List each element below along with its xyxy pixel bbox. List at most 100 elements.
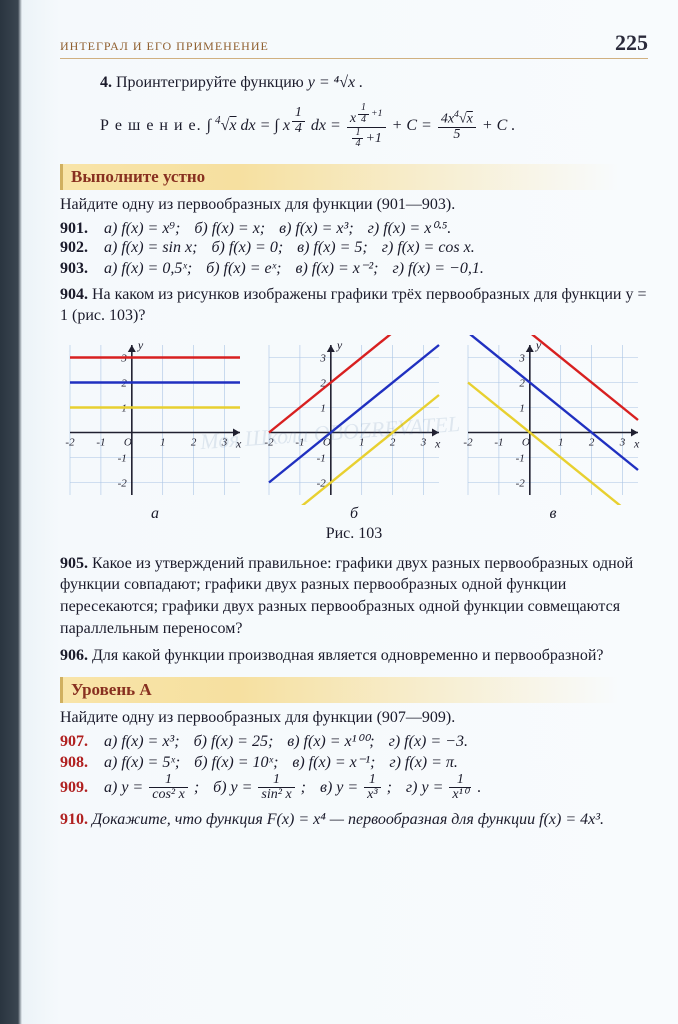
- svg-text:-2: -2: [463, 436, 473, 448]
- ex-text: Для какой функции производная является о…: [92, 647, 604, 664]
- svg-text:2: 2: [390, 436, 396, 448]
- ex-part-b: б) f(x) = 10ˣ;: [194, 754, 278, 772]
- chart-b-svg: -2-1123-2-1123Oxy: [259, 335, 449, 505]
- solution-label: Р е ш е н и е.: [100, 117, 202, 134]
- svg-text:y: y: [137, 338, 144, 352]
- ex-num: 903.: [60, 260, 88, 278]
- ex-part-a: а) f(x) = 5ˣ;: [104, 754, 180, 772]
- svg-text:-1: -1: [317, 452, 326, 464]
- ex-part-a: а) f(x) = sin x;: [104, 239, 197, 257]
- svg-text:x: x: [434, 436, 441, 450]
- exercise-910: 910. Докажите, что функция F(x) = x⁴ — п…: [60, 809, 648, 831]
- ex-part-v: в) f(x) = x³;: [279, 220, 354, 238]
- exercise-909: 909. а) y = 1cos² x ; б) y = 1sin² x ; в…: [60, 773, 648, 803]
- banner-level-a: Уровень А: [60, 677, 648, 703]
- ex-part-v: в) f(x) = x⁻¹;: [292, 752, 375, 772]
- ex-part-v: в) f(x) = x⁻²;: [296, 258, 379, 278]
- svg-text:1: 1: [160, 436, 166, 448]
- exercise-903: 903. а) f(x) = 0,5ˣ; б) f(x) = eˣ; в) f(…: [60, 258, 648, 278]
- svg-text:3: 3: [518, 352, 525, 364]
- exercise-905: 905. Какое из утверждений правильное: гр…: [60, 553, 648, 639]
- ex-text: Какое из утверждений правильное: графики…: [60, 555, 633, 637]
- ex-num: 901.: [60, 220, 88, 238]
- chart-v-label: в: [550, 505, 557, 522]
- figure-103-caption: Рис. 103: [60, 525, 648, 543]
- svg-text:3: 3: [420, 436, 427, 448]
- chart-b-label: б: [350, 505, 358, 522]
- ex-num: 910.: [60, 811, 88, 828]
- svg-text:2: 2: [191, 436, 197, 448]
- svg-text:O: O: [522, 436, 530, 448]
- svg-text:-2: -2: [516, 477, 526, 489]
- ex-part-b: б) y = 1sin² x ;: [213, 773, 306, 803]
- svg-text:x: x: [235, 436, 242, 450]
- chart-v: -2-1123-2-1123Oxy в: [458, 335, 648, 523]
- svg-text:1: 1: [359, 436, 365, 448]
- ex-num: 906.: [60, 647, 88, 664]
- example-4: 4. Проинтегрируйте функцию y = ⁴√x .: [100, 71, 628, 95]
- exercise-901: 901. а) f(x) = x⁹; б) f(x) = x; в) f(x) …: [60, 218, 648, 238]
- svg-text:3: 3: [221, 436, 228, 448]
- ex-part-a: а) y = 1cos² x ;: [104, 773, 199, 803]
- ex-part-b: б) f(x) = 0;: [211, 239, 283, 257]
- ex-part-g: г) f(x) = x⁰·⁵.: [368, 218, 452, 238]
- svg-text:x: x: [633, 436, 640, 450]
- exercise-902: 902. а) f(x) = sin x; б) f(x) = 0; в) f(…: [60, 239, 648, 257]
- ex-num: 904.: [60, 286, 88, 303]
- svg-text:-2: -2: [264, 436, 274, 448]
- ex-part-v: в) f(x) = x¹⁰⁰;: [287, 731, 374, 751]
- ex-part-g: г) f(x) = −3.: [389, 733, 468, 751]
- svg-text:-1: -1: [118, 452, 127, 464]
- svg-text:O: O: [124, 436, 132, 448]
- ex-part-a: а) f(x) = 0,5ˣ;: [104, 260, 192, 278]
- figure-103: -2-1123-2-1123Oxy а -2-1123-2-1123Oxy б …: [60, 335, 648, 523]
- svg-text:-1: -1: [96, 436, 105, 448]
- exercise-907: 907. а) f(x) = x³; б) f(x) = 25; в) f(x)…: [60, 731, 648, 751]
- ex-part-v: в) y = 1x³ ;: [320, 773, 392, 803]
- ex-part-b: б) f(x) = 25;: [194, 733, 274, 751]
- chart-a-svg: -2-1123-2-1123Oxy: [60, 335, 250, 505]
- example-4-text: Проинтегрируйте функцию: [116, 74, 304, 91]
- svg-text:-2: -2: [65, 436, 75, 448]
- page-number: 225: [615, 30, 648, 56]
- svg-text:-1: -1: [516, 452, 525, 464]
- ex-part-g: г) f(x) = −0,1.: [392, 260, 483, 278]
- svg-text:-1: -1: [295, 436, 304, 448]
- ex-part-a: а) f(x) = x⁹;: [104, 220, 180, 238]
- svg-text:1: 1: [558, 436, 564, 448]
- svg-text:-2: -2: [118, 477, 128, 489]
- ex-part-b: б) f(x) = eˣ;: [206, 260, 281, 278]
- ex-part-b: б) f(x) = x;: [194, 220, 265, 238]
- chart-a: -2-1123-2-1123Oxy а: [60, 335, 250, 523]
- chart-v-svg: -2-1123-2-1123Oxy: [458, 335, 648, 505]
- svg-text:-1: -1: [494, 436, 503, 448]
- svg-text:3: 3: [619, 436, 626, 448]
- svg-text:1: 1: [320, 402, 326, 414]
- example-4-num: 4.: [100, 74, 112, 91]
- chapter-title: ИНТЕГРАЛ И ЕГО ПРИМЕНЕНИЕ: [60, 39, 269, 54]
- levelA-intro: Найдите одну из первообразных для функци…: [60, 709, 648, 727]
- ex-num: 907.: [60, 733, 88, 751]
- page-header: ИНТЕГРАЛ И ЕГО ПРИМЕНЕНИЕ 225: [60, 30, 648, 59]
- exercise-908: 908. а) f(x) = 5ˣ; б) f(x) = 10ˣ; в) f(x…: [60, 752, 648, 772]
- ex-num: 902.: [60, 239, 88, 257]
- ex-part-g: г) f(x) = π.: [389, 754, 458, 772]
- ex-text: Докажите, что функция F(x) = x⁴ — первоо…: [92, 811, 604, 828]
- ex-part-a: а) f(x) = x³;: [104, 733, 180, 751]
- exercise-906: 906. Для какой функции производная являе…: [60, 645, 648, 667]
- banner-oral: Выполните устно: [60, 164, 648, 190]
- ex-part-g: г) y = 1x¹⁰ .: [406, 773, 482, 803]
- ex-part-v: в) f(x) = 5;: [297, 239, 368, 257]
- ex-num: 908.: [60, 754, 88, 772]
- ex-text: На каком из рисунков изображены графики …: [60, 286, 646, 325]
- chart-a-label: а: [151, 505, 159, 522]
- oral-intro: Найдите одну из первообразных для функци…: [60, 196, 648, 214]
- ex-part-g: г) f(x) = cos x.: [382, 239, 475, 257]
- solution-formula: ∫ 4√x dx = ∫ x14 dx = x14+1 14+1 + C = 4…: [207, 117, 516, 134]
- svg-text:2: 2: [589, 436, 595, 448]
- page: Моя Школа OBOZREVATEL ИНТЕГРАЛ И ЕГО ПРИ…: [0, 0, 678, 1024]
- ex-num: 909.: [60, 779, 88, 797]
- chart-b: -2-1123-2-1123Oxy б: [259, 335, 449, 523]
- ex-num: 905.: [60, 555, 88, 572]
- example-4-func: y = ⁴√x .: [308, 74, 363, 91]
